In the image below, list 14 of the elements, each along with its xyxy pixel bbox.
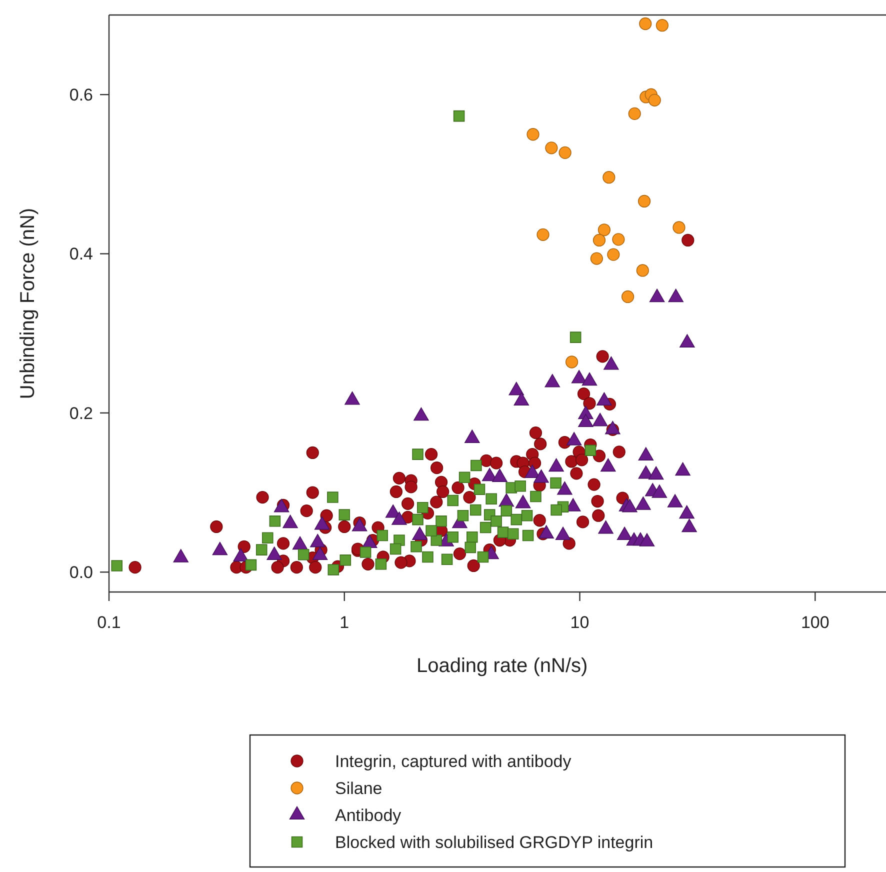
x-tick-label: 100 bbox=[800, 613, 830, 632]
y-axis-title: Unbinding Force (nN) bbox=[17, 208, 39, 400]
legend-label: Blocked with solubilised GRGDYP integrin bbox=[335, 832, 654, 852]
x-tick-label: 0.1 bbox=[97, 613, 121, 632]
legend-label: Antibody bbox=[335, 806, 402, 825]
x-axis-title: Loading rate (nN/s) bbox=[416, 655, 588, 677]
y-tick-label: 0.4 bbox=[69, 244, 93, 264]
y-tick-label: 0.6 bbox=[69, 86, 93, 105]
x-tick-label: 10 bbox=[570, 613, 590, 632]
x-tick-label: 1 bbox=[340, 613, 350, 632]
y-tick-label: 0.0 bbox=[69, 563, 93, 582]
y-tick-label: 0.2 bbox=[69, 404, 93, 423]
legend-label: Integrin, captured with antibody bbox=[335, 752, 572, 771]
legend-label: Silane bbox=[335, 778, 382, 798]
